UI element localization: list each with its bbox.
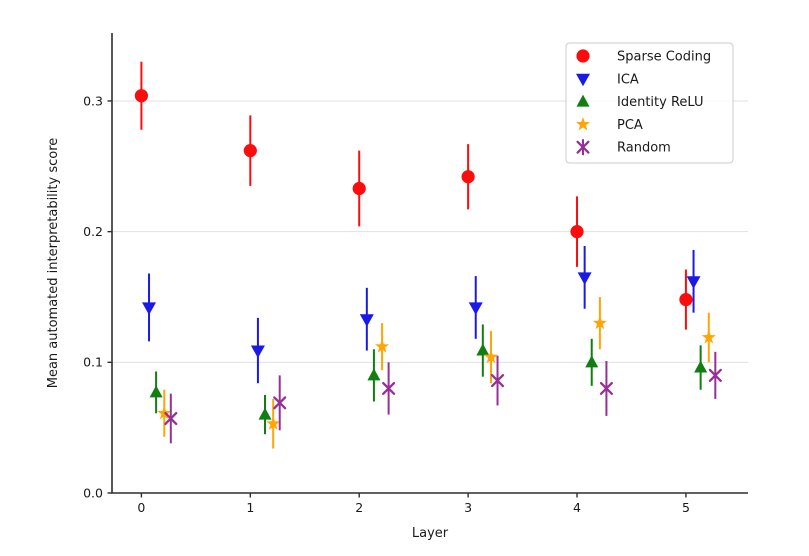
series-identity-relu [149, 324, 708, 435]
y-tick-label-0.3: 0.3 [83, 93, 103, 108]
circle-marker [570, 225, 584, 239]
legend-label-pca: PCA [617, 118, 643, 133]
x-axis-label: Layer [412, 526, 449, 541]
circle-marker [679, 292, 693, 307]
legend-label-sparse-coding: Sparse Coding [617, 50, 711, 65]
star-marker [375, 339, 390, 353]
triangle-down-marker [577, 272, 592, 285]
legend-label-random: Random [617, 141, 671, 156]
axis-ticks: 0 1 2 3 4 5 0.0 0.1 0.2 0.3 [83, 93, 690, 515]
star-marker [701, 330, 716, 344]
x-marker [164, 411, 178, 426]
axes-spines [111, 33, 748, 494]
y-tick-label-0.1: 0.1 [83, 355, 103, 370]
triangle-down-marker [359, 314, 374, 327]
legend-item-identity-relu: Identity ReLU [576, 94, 704, 110]
y-axis-label: Mean automated interpretability score [46, 138, 61, 389]
legend: Sparse Coding ICA Identity ReLU PCA Random [565, 42, 734, 164]
circle-marker [243, 144, 257, 158]
star-marker [575, 117, 591, 131]
circle-marker [134, 89, 149, 103]
circle-marker [352, 181, 366, 196]
series-ica [142, 246, 701, 384]
x-marker [382, 381, 396, 396]
y-tick-label-0: 0.0 [83, 485, 103, 500]
legend-item-pca: PCA [575, 117, 643, 133]
triangle-up-marker [694, 360, 708, 373]
triangle-down-marker [250, 345, 265, 359]
series-sparse-coding [134, 61, 693, 330]
x-marker [576, 140, 590, 154]
triangle-down-marker [686, 276, 701, 289]
triangle-up-marker [585, 355, 599, 368]
legend-item-ica: ICA [576, 72, 639, 87]
x-marker [490, 374, 505, 388]
x-marker [273, 396, 287, 410]
legend-box [565, 42, 734, 164]
x-marker [599, 381, 613, 396]
y-tick-label-0.2: 0.2 [83, 224, 103, 239]
triangle-up-marker [576, 94, 590, 107]
x-tick-label-4: 4 [573, 500, 581, 515]
triangle-up-marker [149, 385, 163, 398]
star-marker [266, 416, 281, 430]
triangle-up-marker [367, 368, 381, 381]
star-marker [592, 315, 607, 330]
x-tick-label-1: 1 [246, 500, 254, 515]
data-series [134, 61, 722, 449]
circle-marker [576, 49, 590, 63]
triangle-down-marker [142, 302, 157, 315]
x-tick-label-2: 2 [355, 500, 363, 515]
triangle-up-marker [476, 343, 490, 356]
triangle-up-marker [258, 407, 272, 420]
legend-item-sparse-coding: Sparse Coding [576, 49, 711, 65]
legend-label-ica: ICA [617, 72, 639, 87]
star-marker [157, 405, 172, 420]
legend-item-random: Random [576, 139, 671, 156]
series-random [164, 351, 722, 444]
x-tick-label-5: 5 [682, 500, 690, 515]
triangle-down-marker [576, 73, 590, 87]
triangle-down-marker [468, 302, 483, 315]
series-pca [157, 296, 716, 449]
x-tick-label-3: 3 [464, 500, 472, 515]
x-marker [708, 368, 722, 382]
x-tick-label-0: 0 [137, 500, 145, 515]
legend-label-identity-relu: Identity ReLU [617, 95, 704, 110]
star-marker [483, 349, 499, 364]
circle-marker [461, 170, 475, 184]
